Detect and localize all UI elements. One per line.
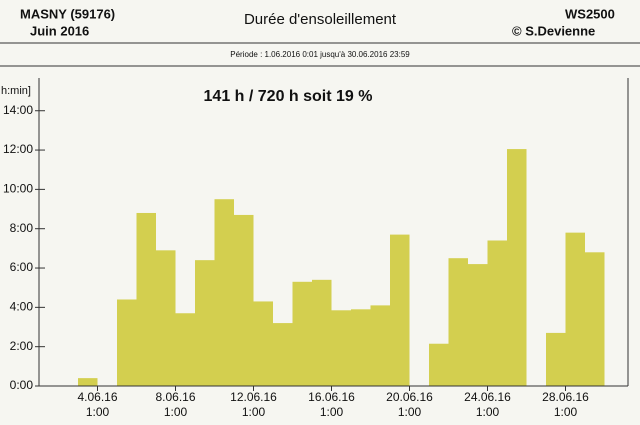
bar (487, 240, 507, 386)
x-tick-label: 8.06.16 (155, 390, 195, 404)
x-tick-time: 1:00 (398, 405, 422, 419)
bar (448, 258, 468, 386)
bar (78, 378, 98, 386)
x-tick-time: 1:00 (164, 405, 188, 419)
y-tick-label: 14:00 (3, 103, 33, 117)
y-tick-label: 10:00 (3, 182, 33, 196)
bar (175, 313, 195, 386)
device: WS2500 (565, 6, 615, 21)
x-tick-time: 1:00 (320, 405, 344, 419)
y-tick-label: 12:00 (3, 142, 33, 156)
x-tick-label: 12.06.16 (230, 390, 277, 404)
bar (351, 309, 371, 386)
x-tick-label: 16.06.16 (308, 390, 355, 404)
y-tick-label: 2:00 (10, 339, 34, 353)
bar (585, 252, 605, 386)
bar (234, 214, 254, 386)
annotation: 141 h / 720 h soit 19 % (204, 88, 373, 105)
bar (156, 250, 176, 386)
x-tick-label: 24.06.16 (464, 390, 511, 404)
y-tick-label: 6:00 (10, 260, 34, 274)
chart-title: Durée d'ensoleillement (244, 11, 397, 28)
bar (546, 332, 566, 386)
x-tick-time: 1:00 (242, 405, 266, 419)
y-axis-label: h:min] (1, 85, 31, 97)
x-tick-label: 4.06.16 (77, 390, 117, 404)
x-tick-time: 1:00 (476, 405, 500, 419)
bar (370, 305, 390, 386)
bar (253, 301, 273, 386)
x-tick-label: 20.06.16 (386, 390, 433, 404)
x-tick-time: 1:00 (86, 405, 110, 419)
bar (565, 232, 585, 386)
bar (195, 260, 215, 386)
station: MASNY (59176) (20, 6, 115, 21)
bar (136, 212, 156, 386)
y-tick-label: 0:00 (10, 378, 34, 392)
bar (468, 264, 488, 386)
period: Période : 1.06.2016 0:01 jusqu'à 30.06.2… (230, 50, 410, 59)
bar (390, 234, 410, 386)
month: Juin 2016 (30, 23, 89, 38)
x-tick-label: 28.06.16 (542, 390, 589, 404)
bar (214, 199, 234, 386)
bar (312, 279, 332, 386)
bar (331, 310, 351, 386)
bar (273, 323, 293, 386)
bar (429, 343, 449, 386)
bar (507, 149, 527, 386)
x-tick-time: 1:00 (554, 405, 578, 419)
y-tick-label: 8:00 (10, 221, 34, 235)
y-tick-label: 4:00 (10, 300, 34, 314)
bar (117, 299, 137, 386)
author: © S.Devienne (512, 23, 595, 38)
bar (292, 281, 312, 386)
